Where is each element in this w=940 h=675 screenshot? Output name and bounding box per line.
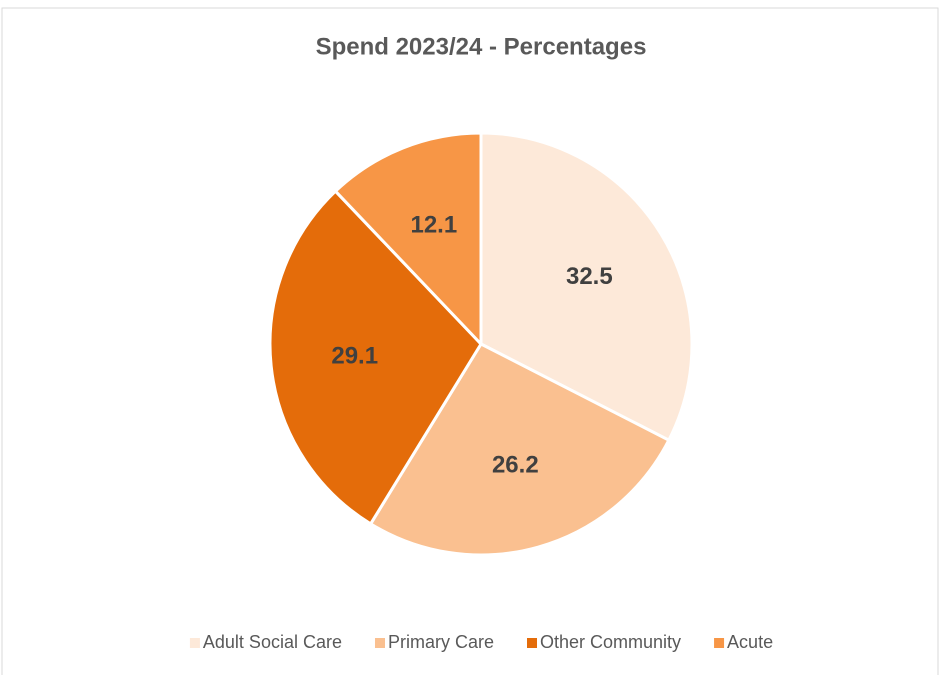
legend-swatch: [714, 638, 725, 648]
pie-slice: [333, 131, 483, 346]
legend-label: Other Community: [540, 632, 681, 652]
pie-slice: [369, 342, 671, 557]
data-label: 32.5: [566, 263, 613, 290]
data-label: 12.1: [410, 211, 457, 238]
legend-label: Acute: [727, 632, 773, 652]
chart-border: [1, 7, 939, 675]
legend-swatch: [374, 638, 385, 648]
legend-swatch: [527, 638, 538, 648]
pie-slice: [268, 189, 483, 526]
data-label: 29.1: [331, 343, 378, 370]
pie-slice: [479, 131, 694, 442]
legend-label: Adult Social Care: [203, 632, 342, 652]
legend-swatch: [189, 638, 200, 648]
chart-title: Spend 2023/24 - Percentages: [316, 33, 647, 60]
legend-label: Primary Care: [388, 632, 494, 652]
data-label: 26.2: [492, 452, 539, 479]
